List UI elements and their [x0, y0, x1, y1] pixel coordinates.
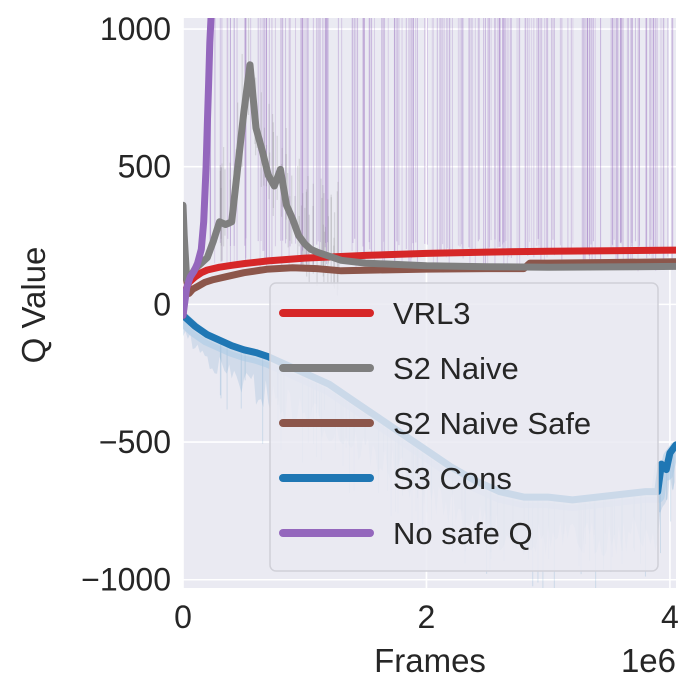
y-axis-label: Q Value [15, 247, 52, 364]
series-line-s2-naive [183, 61, 676, 284]
y-tick-label: 500 [118, 149, 171, 185]
legend-label: S2 Naive [393, 351, 519, 386]
legend-box [269, 282, 659, 572]
legend: VRL3 S2 Naive S2 Naive Safe S3 Cons No safe … [269, 282, 659, 572]
series-line-no-safe-q [183, 18, 215, 319]
legend-label: VRL3 [393, 296, 471, 331]
x-axis-label: Frames [374, 642, 486, 679]
x-tick-label: 2 [418, 599, 436, 635]
x-tick-label: 4 [661, 599, 679, 635]
x-tick-label: 0 [174, 599, 192, 635]
legend-label: No safe Q [393, 516, 533, 551]
x-axis-scale-label: 1e6 [621, 642, 676, 679]
y-tick-label: 0 [153, 286, 171, 322]
y-tick-label: −1000 [81, 562, 171, 598]
y-tick-label: −500 [99, 424, 171, 460]
legend-label: S2 Naive Safe [393, 406, 591, 441]
legend-label: S3 Cons [393, 461, 512, 496]
y-tick-label: 1000 [100, 11, 171, 47]
tick-labels: 0 2 4 1000 500 0 −500 −1000 [81, 11, 679, 635]
